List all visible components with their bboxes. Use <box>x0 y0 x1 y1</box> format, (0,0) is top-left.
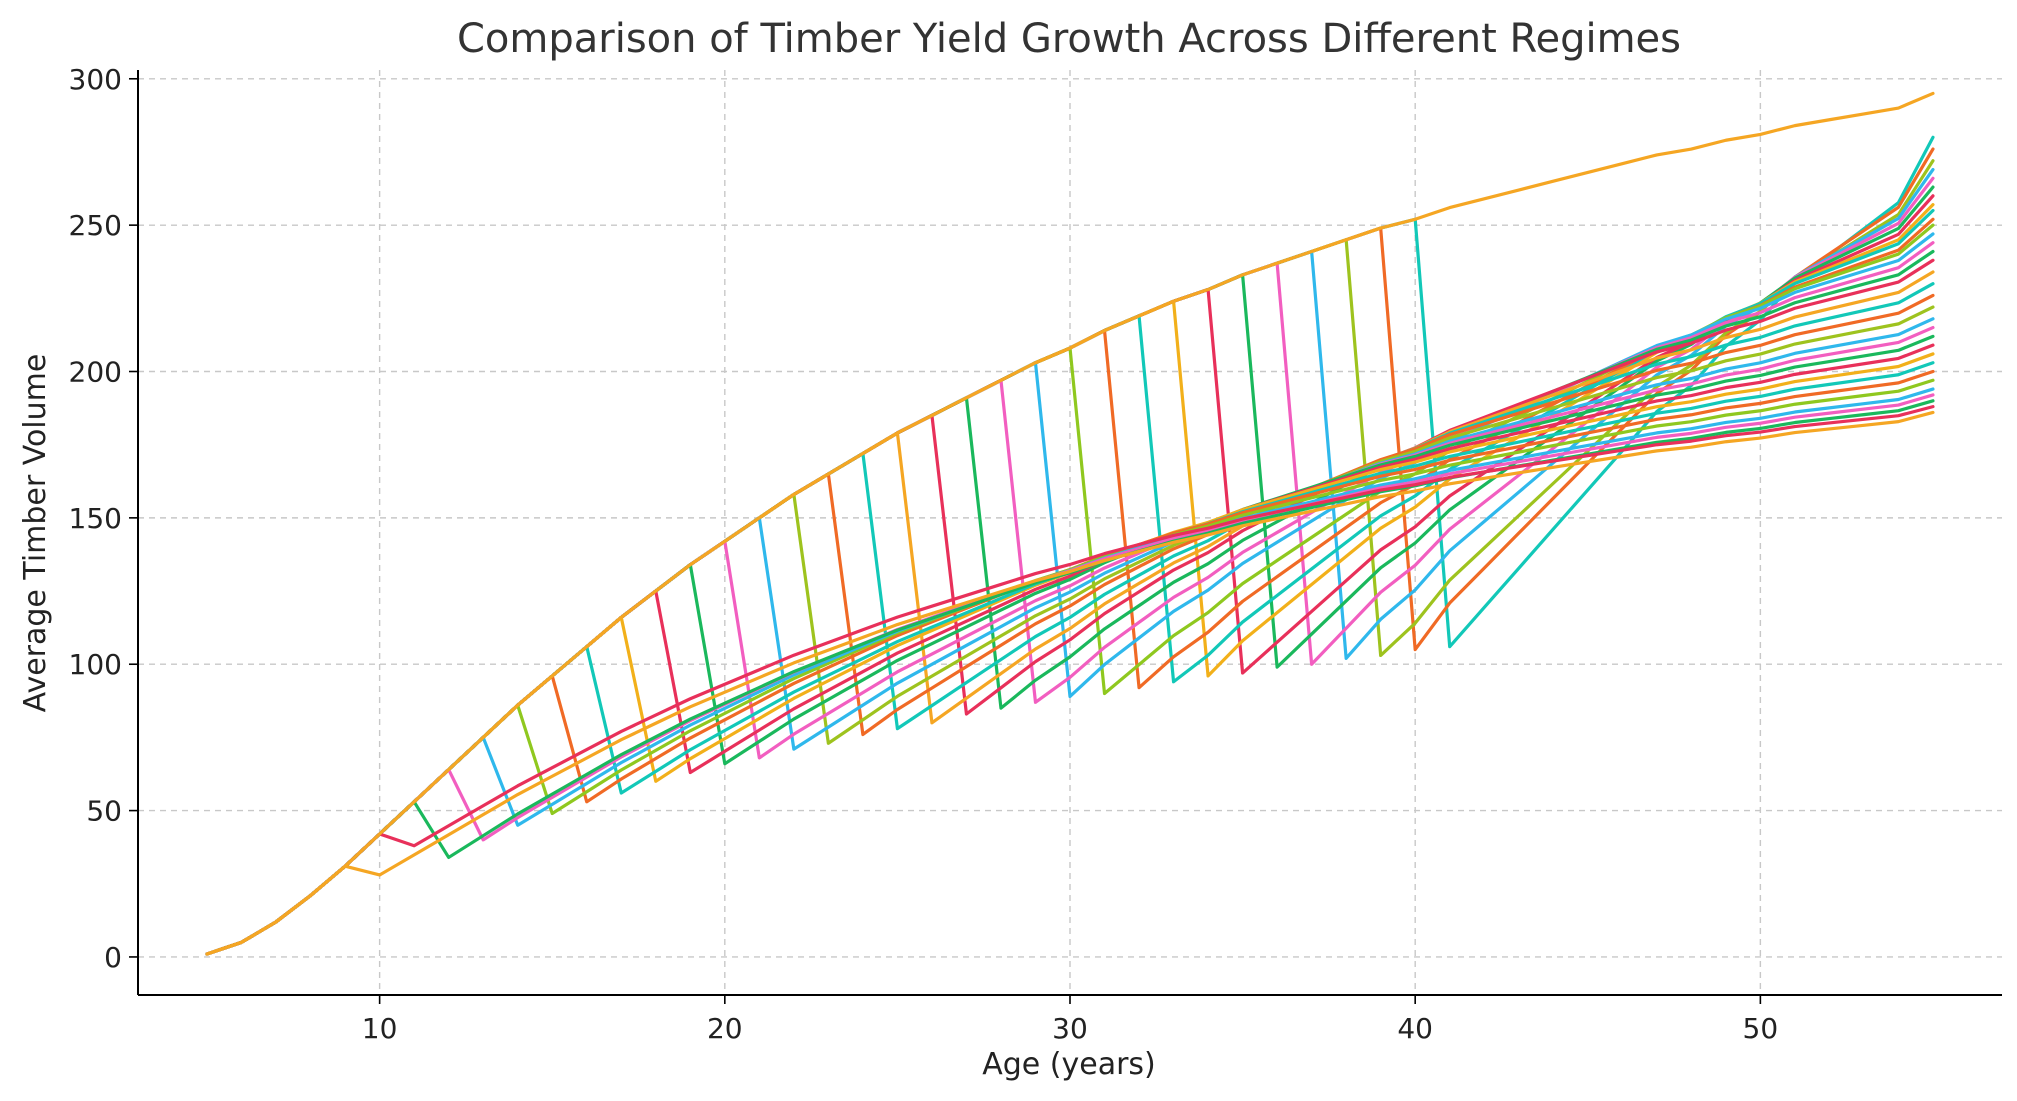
chart-title: Comparison of Timber Yield Growth Across… <box>457 16 1681 62</box>
x-tick-label: 20 <box>707 1012 743 1045</box>
regime-line-thin-9 <box>205 410 1935 956</box>
x-tick-label: 10 <box>362 1012 398 1045</box>
y-tick-label: 250 <box>69 209 122 242</box>
series-layer <box>205 91 1935 956</box>
x-tick-label: 30 <box>1052 1012 1088 1045</box>
tick-labels: 10 20 30 40 50 0 50 100 150 200 250 300 <box>69 63 1779 1045</box>
regime-line-thin-10 <box>205 405 1935 956</box>
gridlines <box>138 70 2002 995</box>
regime-line-unthinned <box>205 91 1935 956</box>
y-tick-label: 100 <box>69 648 122 681</box>
y-tick-label: 0 <box>104 941 122 974</box>
x-axis-label: Age (years) <box>982 1047 1156 1082</box>
x-tick-label: 40 <box>1397 1012 1433 1045</box>
y-axis-label: Average Timber Volume <box>18 354 53 713</box>
y-tick-label: 50 <box>86 795 122 828</box>
y-tick-label: 200 <box>69 356 122 389</box>
y-tick-label: 150 <box>69 502 122 535</box>
x-tick-label: 50 <box>1743 1012 1779 1045</box>
y-tick-label: 300 <box>69 63 122 96</box>
